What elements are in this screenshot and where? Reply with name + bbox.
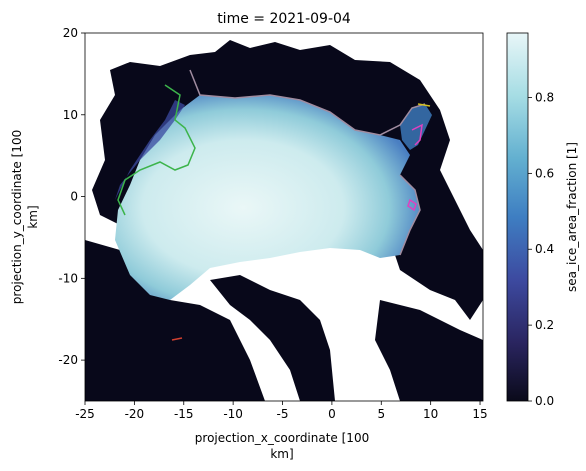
- plot-frame: [84, 32, 484, 402]
- marginal-ice-west: [115, 100, 185, 200]
- contour-green: [117, 84, 196, 216]
- ocean-region-southwest: [85, 240, 265, 401]
- y-tick-label: -20: [58, 353, 78, 367]
- chart-title: time = 2021-09-04: [217, 11, 351, 27]
- x-axis-label-line2: km]: [270, 447, 293, 461]
- x-tick-label: -10: [223, 407, 243, 421]
- x-tick-label: -15: [174, 407, 194, 421]
- x-tick-label: -5: [277, 407, 289, 421]
- contour-yellow: [417, 103, 431, 107]
- contour-grey-east: [399, 174, 421, 256]
- x-axis-label-line1: projection_x_coordinate [100: [195, 431, 369, 445]
- y-tick-label: 10: [63, 108, 78, 122]
- contour-grey: [189, 69, 426, 136]
- x-tick-label: 15: [472, 407, 487, 421]
- colorbar-tick-label: 0.0: [535, 394, 554, 408]
- colorbar: [506, 32, 529, 402]
- y-tick-label: -10: [58, 271, 78, 285]
- x-tick-label: -20: [125, 407, 145, 421]
- y-tick-label: 0: [70, 190, 78, 204]
- colorbar-tick-label: 0.6: [535, 166, 554, 180]
- y-axis-ticks: -20 -10 0 10 20: [58, 26, 85, 367]
- colorbar-tick-label: 0.4: [535, 242, 554, 256]
- contour-magenta-small: [407, 198, 417, 212]
- contour-magenta: [411, 123, 423, 146]
- ocean-region-southeast: [375, 300, 483, 401]
- x-axis-ticks: -25 -20 -15 -10 -5 0 5 10 15: [75, 401, 488, 421]
- y-tick-label: 20: [63, 26, 78, 40]
- ocean-region-south-channel: [210, 275, 335, 401]
- x-tick-label: 10: [423, 407, 438, 421]
- colorbar-tick-label: 0.2: [535, 318, 554, 332]
- contour-red: [171, 337, 183, 341]
- x-tick-label: -25: [75, 407, 95, 421]
- marginal-ice-northeast: [400, 104, 432, 150]
- y-axis-label-line1: projection_y_coordinate [100: [10, 130, 24, 304]
- y-axis-label-line2: km]: [26, 205, 40, 228]
- x-tick-label: 0: [328, 407, 336, 421]
- sea-ice-pack: [115, 95, 420, 300]
- colorbar-label: sea_ice_area_fraction [1]: [565, 142, 579, 292]
- plot-area: [85, 33, 483, 401]
- colorbar-tick-label: 0.8: [535, 90, 554, 104]
- colorbar-ticks: 0.0 0.2 0.4 0.6 0.8: [528, 90, 554, 408]
- x-tick-label: 5: [377, 407, 385, 421]
